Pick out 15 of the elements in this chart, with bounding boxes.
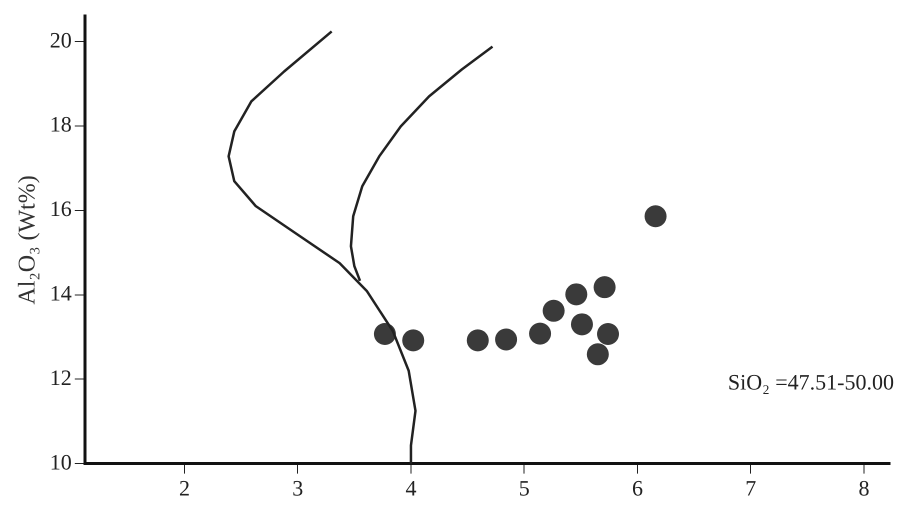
y-tick-label: 14 [50, 280, 72, 306]
y-tick-label: 10 [50, 449, 72, 474]
y-tick-label: 18 [50, 112, 72, 137]
x-tick-label: 2 [178, 476, 190, 501]
annotation: SiO₂ =47.51-50.00 [728, 369, 894, 394]
x-tick-label: 5 [518, 476, 530, 501]
x-tick-label: 3 [292, 476, 304, 501]
x-tick-label: 7 [745, 476, 756, 501]
y-axis-title: Al₂O₃ (Wt%) [14, 175, 41, 305]
y-tick-label: 12 [50, 364, 72, 390]
y-tick-label: 20 [50, 27, 72, 52]
y-tick-label: 16 [50, 196, 72, 222]
x-tick-label: 6 [632, 476, 643, 501]
x-tick-label: 8 [858, 476, 870, 501]
x-tick-label: 4 [405, 476, 416, 501]
